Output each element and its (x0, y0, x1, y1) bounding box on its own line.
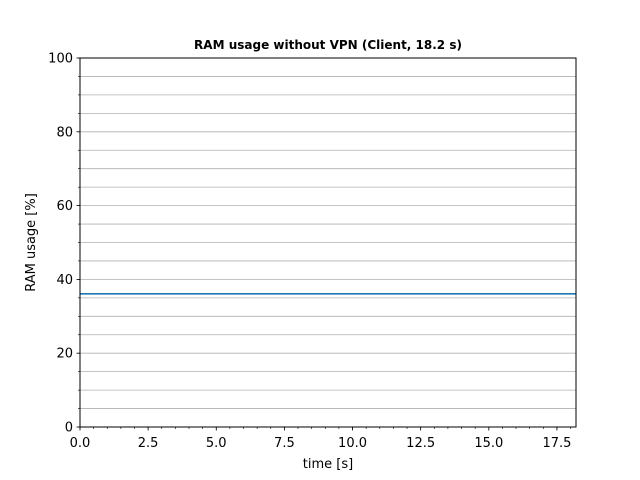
y-tick-label: 100 (48, 52, 73, 67)
x-tick-label: 17.5 (542, 436, 571, 451)
x-tick-label: 2.5 (138, 436, 159, 451)
y-tick-label: 0 (65, 421, 73, 436)
y-axis-label: RAM usage [%] (24, 193, 39, 292)
y-tick-label: 40 (56, 273, 73, 288)
x-tick-label: 0.0 (70, 436, 91, 451)
x-tick-label: 10.0 (338, 436, 367, 451)
x-tick-label: 5.0 (206, 436, 227, 451)
x-axis-label: time [s] (303, 457, 353, 472)
grid-lines (80, 76, 576, 409)
chart-title: RAM usage without VPN (Client, 18.2 s) (194, 38, 462, 52)
y-tick-label: 20 (56, 347, 73, 362)
x-tick-label: 15.0 (474, 436, 503, 451)
y-tick-label: 80 (56, 125, 73, 140)
y-tick-label: 60 (56, 199, 73, 214)
axis-ticks: 0 20 40 60 80 100 0.0 2.5 5.0 7.5 10.0 12.5 15.0 17.5 (48, 52, 571, 452)
x-tick-label: 7.5 (274, 436, 295, 451)
x-tick-label: 12.5 (406, 436, 435, 451)
